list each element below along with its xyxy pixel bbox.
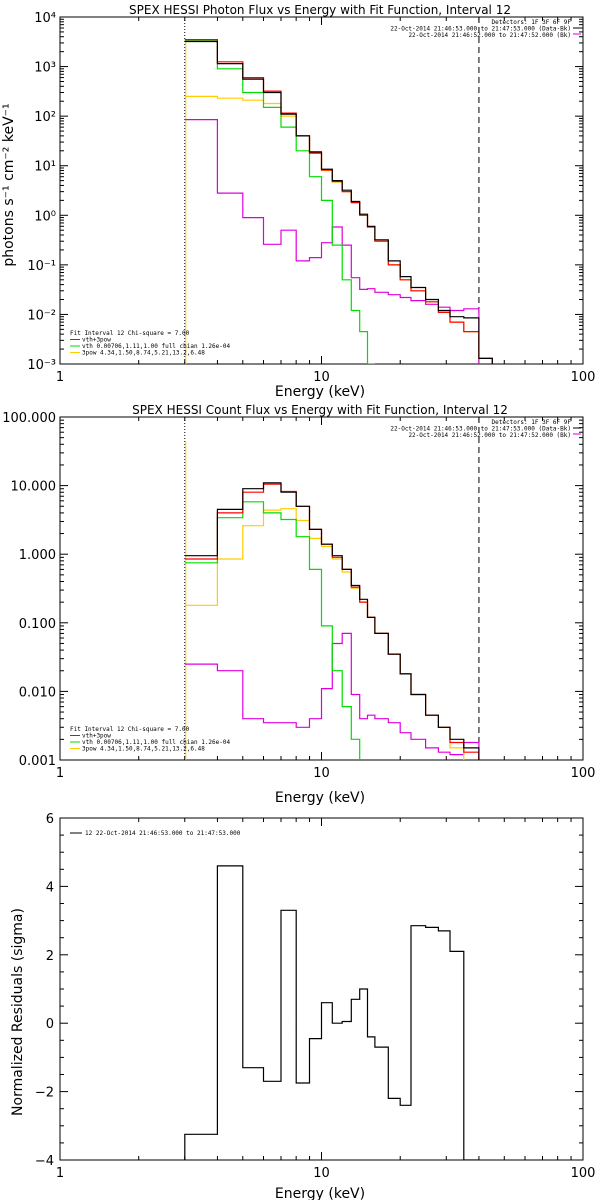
legend-left-text: vth 0.00706,1.11,1.00 full chian 1.26e-0… xyxy=(82,739,230,746)
y-tick-label: 0.010 xyxy=(19,685,56,700)
y-tick-label: 10² xyxy=(34,110,56,125)
legend-left-text: vth 0.00706,1.11,1.00 full chian 1.26e-0… xyxy=(82,343,230,350)
series-0-histogram xyxy=(184,40,493,364)
x-tick-label: 1 xyxy=(56,1166,64,1181)
plot-area xyxy=(184,17,493,364)
legend-right-text: 22-Oct-2014 21:46:52.000 to 21:47:52.000… xyxy=(408,432,571,439)
series-1-histogram xyxy=(184,483,480,760)
y-tick-label: 2 xyxy=(46,949,54,964)
panel1-title: SPEX HESSI Photon Flux vs Energy with Fi… xyxy=(129,3,511,17)
x-tick-label: 1 xyxy=(56,370,64,385)
y-tick-label: 10³ xyxy=(34,61,56,76)
y-tick-label: 6 xyxy=(46,812,54,827)
y-tick-label: 0 xyxy=(46,1017,54,1032)
y-tick-label: 10⁻³ xyxy=(27,358,56,373)
series-1-histogram xyxy=(184,39,493,364)
panel1-ylabel: photons s⁻¹ cm⁻² keV⁻¹ xyxy=(1,103,17,266)
legend-right-text: 22-Oct-2014 21:46:52.000 to 21:47:52.000… xyxy=(408,32,571,39)
y-tick-label: 10.000 xyxy=(11,480,57,495)
legend-left-text: 3pow 4.34,1.50,8.74,5.21,13.2,6.48 xyxy=(82,350,205,357)
panel2-title: SPEX HESSI Count Flux vs Energy with Fit… xyxy=(132,403,508,417)
photon-flux-panel: SPEX HESSI Photon Flux vs Energy with Fi… xyxy=(1,3,595,400)
legend-right-text: Detectors: 1F 3F 6F 9F xyxy=(492,419,572,426)
y-tick-label: 0.001 xyxy=(19,754,56,769)
x-tick-label: 10 xyxy=(313,370,330,385)
series-0-histogram xyxy=(184,482,480,760)
y-tick-label: −2 xyxy=(35,1086,54,1101)
x-tick-label: 100 xyxy=(571,1166,596,1181)
count-flux-panel: SPEX HESSI Count Flux vs Energy with Fit… xyxy=(2,403,595,806)
legend-left-text: Fit Interval 12 Chi-square = 7.00 xyxy=(70,726,190,733)
y-tick-label: 10⁻¹ xyxy=(27,259,56,274)
y-tick-label: 10⁻² xyxy=(27,308,56,323)
x-tick-label: 1 xyxy=(56,766,64,781)
x-tick-label: 10 xyxy=(313,766,330,781)
y-tick-label: −4 xyxy=(35,1154,54,1169)
panel3-xlabel: Energy (keV) xyxy=(275,1186,365,1200)
panel3-ylabel: Normalized Residuals (sigma) xyxy=(10,908,26,1116)
y-tick-label: 10⁰ xyxy=(34,209,56,224)
legend-left-text: 3pow 4.34,1.50,8.74,5.21,13.2,6.48 xyxy=(82,746,205,753)
y-tick-label: 10⁴ xyxy=(34,11,56,26)
plot-area xyxy=(184,865,479,1160)
series-2-histogram xyxy=(184,501,369,760)
x-tick-label: 100 xyxy=(571,370,596,385)
y-tick-label: 0.100 xyxy=(19,617,56,632)
legend-left-text: vth+3pow xyxy=(82,337,111,344)
legend-left-text: 12 22-Oct-2014 21:46:53.000 to 21:47:53.… xyxy=(85,830,241,837)
legend-left-text: Fit Interval 12 Chi-square = 7.00 xyxy=(70,330,190,337)
y-tick-label: 4 xyxy=(46,880,54,895)
legend-right-text: 22-Oct-2014 21:46:53.000 to 21:47:53.000… xyxy=(390,26,571,33)
y-tick-label: 100.000 xyxy=(2,411,56,426)
series-0-histogram xyxy=(184,865,479,1160)
x-tick-label: 10 xyxy=(313,1166,330,1181)
plot-area xyxy=(184,417,480,760)
series-2-histogram xyxy=(184,40,375,364)
legend-right-text: Detectors: 1F 3F 6F 9F xyxy=(492,19,572,26)
y-tick-label: 10¹ xyxy=(34,160,56,175)
x-tick-label: 100 xyxy=(571,766,596,781)
series-3-histogram xyxy=(184,95,493,364)
panel2-xlabel: Energy (keV) xyxy=(275,790,365,806)
panel1-xlabel: Energy (keV) xyxy=(275,384,365,400)
legend-right-text: 22-Oct-2014 21:46:53.000 to 21:47:53.000… xyxy=(390,426,571,433)
series-4-histogram xyxy=(184,632,480,760)
axes-frame xyxy=(59,817,584,1161)
residuals-panel: Energy (keV) Normalized Residuals (sigma… xyxy=(10,812,595,1200)
y-tick-label: 1.000 xyxy=(19,548,56,563)
legend-left-text: vth+3pow xyxy=(82,733,111,740)
